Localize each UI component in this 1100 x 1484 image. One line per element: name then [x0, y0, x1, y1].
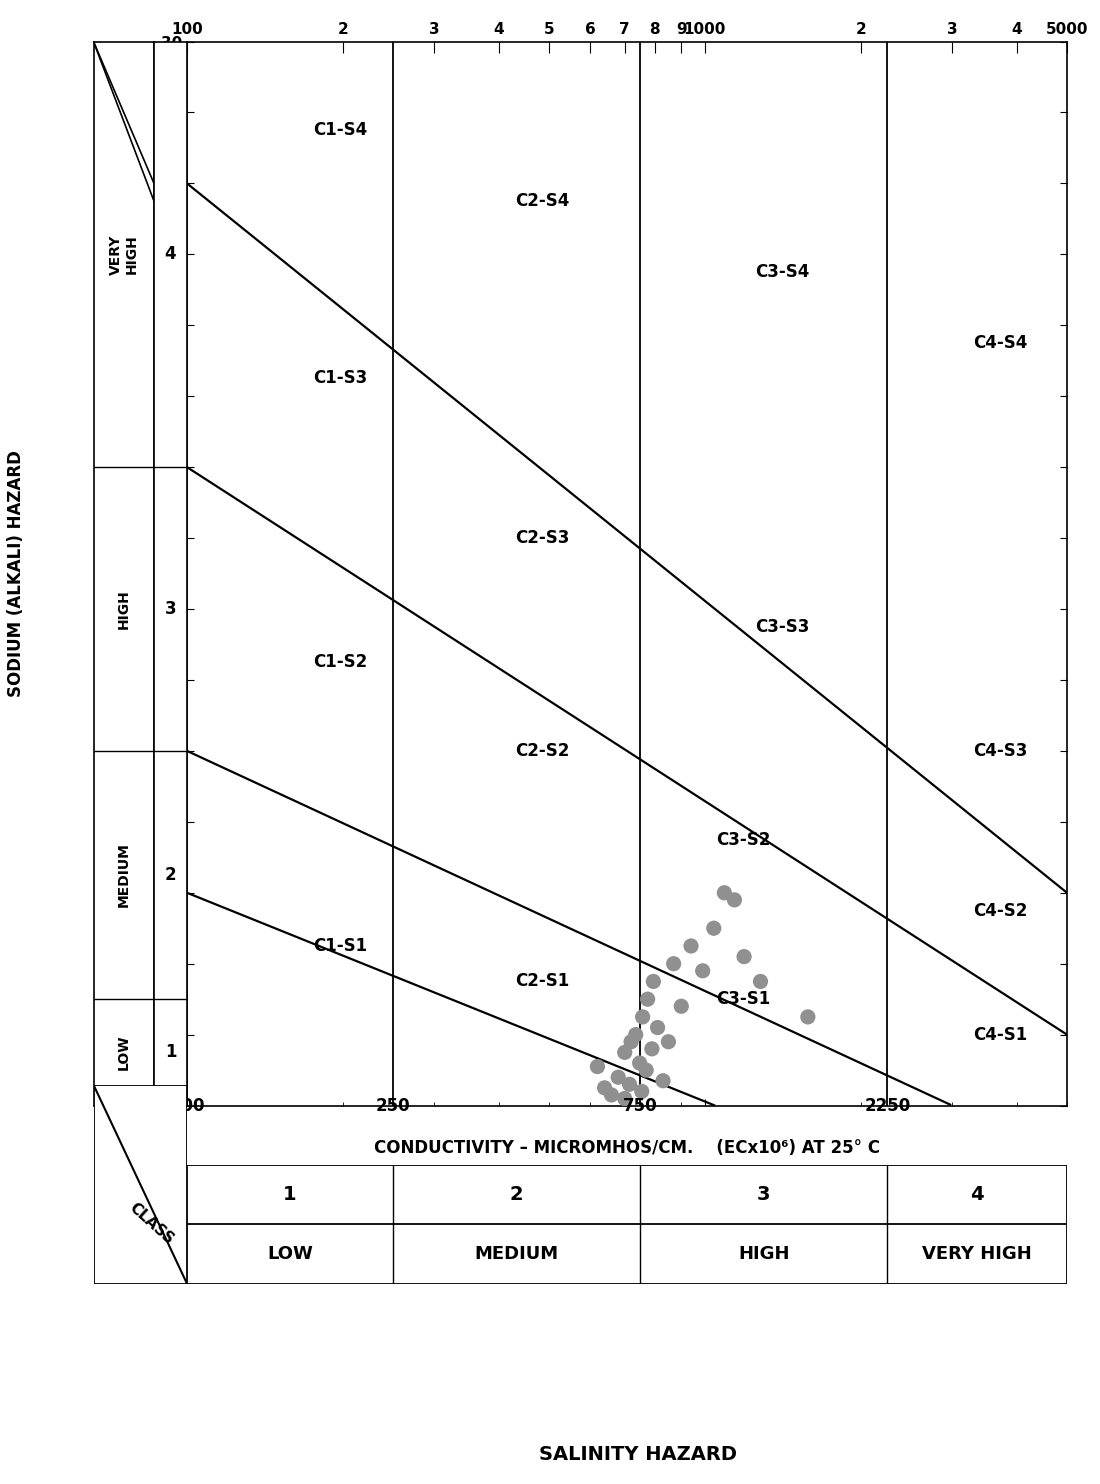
Text: 2: 2 — [510, 1186, 524, 1204]
Text: 4: 4 — [970, 1186, 985, 1204]
Text: LOW: LOW — [117, 1034, 131, 1070]
Point — [751, 969, 769, 993]
Text: 2: 2 — [165, 867, 176, 884]
Text: 750: 750 — [623, 1097, 658, 1114]
Text: MEDIUM: MEDIUM — [474, 1245, 559, 1263]
Text: CLASS: CLASS — [126, 1201, 176, 1248]
Text: C2-S2: C2-S2 — [515, 742, 570, 760]
Text: C3-S3: C3-S3 — [756, 617, 810, 635]
Point — [694, 959, 712, 982]
Point — [596, 1076, 614, 1100]
Point — [616, 1086, 634, 1110]
Text: C4-S2: C4-S2 — [974, 901, 1027, 920]
Y-axis label: SODIUM – ADSORPTION RATIO (SAR): SODIUM – ADSORPTION RATIO (SAR) — [138, 418, 152, 729]
Text: HIGH: HIGH — [117, 589, 131, 629]
Text: VERY HIGH: VERY HIGH — [922, 1245, 1032, 1263]
Text: C2-S1: C2-S1 — [515, 972, 570, 990]
Text: C2-S3: C2-S3 — [515, 530, 570, 548]
Point — [609, 1066, 627, 1089]
Text: C3-S2: C3-S2 — [716, 831, 770, 849]
Point — [616, 1040, 634, 1064]
Text: 2250: 2250 — [865, 1097, 911, 1114]
Point — [799, 1005, 816, 1028]
Text: C4-S4: C4-S4 — [974, 334, 1027, 352]
Point — [715, 881, 733, 905]
Text: 250: 250 — [376, 1097, 410, 1114]
Text: LOW: LOW — [267, 1245, 314, 1263]
Text: 3: 3 — [757, 1186, 771, 1204]
Text: 3: 3 — [165, 600, 176, 617]
Text: C3-S4: C3-S4 — [756, 263, 810, 280]
Text: C4-S1: C4-S1 — [974, 1025, 1027, 1043]
Point — [630, 1051, 648, 1074]
Point — [634, 1005, 651, 1028]
Text: C1-S1: C1-S1 — [312, 936, 367, 956]
Point — [682, 933, 700, 957]
Point — [672, 994, 690, 1018]
Text: C4-S3: C4-S3 — [974, 742, 1027, 760]
Point — [645, 969, 662, 993]
Text: VERY
HIGH: VERY HIGH — [109, 234, 139, 275]
Text: 1: 1 — [165, 1043, 176, 1061]
Point — [726, 887, 744, 911]
Point — [644, 1037, 661, 1061]
Point — [660, 1030, 678, 1054]
Point — [637, 1058, 654, 1082]
Text: CONDUCTIVITY – MICROMHOS/CM.    (ECx10⁶) AT 25° C: CONDUCTIVITY – MICROMHOS/CM. (ECx10⁶) AT… — [374, 1138, 880, 1158]
Text: 4: 4 — [165, 245, 176, 263]
Point — [603, 1083, 620, 1107]
Text: C2-S4: C2-S4 — [515, 191, 570, 211]
Text: C1-S3: C1-S3 — [312, 370, 367, 387]
Point — [623, 1030, 640, 1054]
Text: MEDIUM: MEDIUM — [117, 843, 131, 908]
Text: HIGH: HIGH — [738, 1245, 790, 1263]
Text: SALINITY HAZARD: SALINITY HAZARD — [539, 1445, 737, 1463]
Point — [705, 916, 723, 941]
Text: 100: 100 — [169, 1097, 205, 1114]
Point — [627, 1022, 645, 1046]
Point — [620, 1073, 638, 1097]
Text: C1-S4: C1-S4 — [312, 122, 367, 139]
Point — [649, 1015, 667, 1039]
Point — [588, 1055, 606, 1079]
Text: C3-S1: C3-S1 — [716, 990, 770, 1008]
Point — [735, 945, 752, 969]
Point — [632, 1079, 650, 1103]
Text: C1-S2: C1-S2 — [312, 653, 367, 671]
Point — [664, 951, 682, 975]
Point — [639, 987, 657, 1011]
Text: 1: 1 — [283, 1186, 297, 1204]
Point — [654, 1068, 672, 1092]
Text: SODIUM (ALKALI) HAZARD: SODIUM (ALKALI) HAZARD — [8, 450, 25, 697]
